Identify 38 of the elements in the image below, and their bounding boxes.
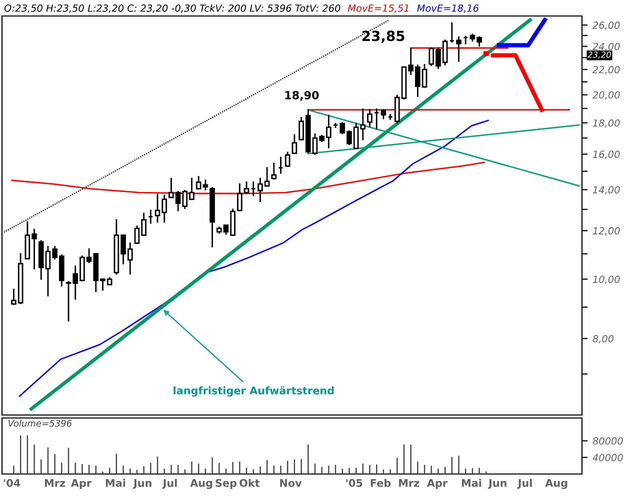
- text: MovE=15,51: [348, 4, 408, 13]
- x-tick-label: Mai: [106, 478, 126, 487]
- y-tick-label: 16,00: [592, 150, 620, 159]
- x-tick-label: Okt: [240, 478, 260, 487]
- chart-title: Volume=5396: [8, 420, 72, 427]
- y-tick-label: 8,00: [592, 334, 614, 344]
- y-tick-label: 40000: [592, 454, 623, 462]
- y-tick-label: 24,00: [592, 42, 620, 52]
- x-tick-label: Jul: [162, 478, 177, 489]
- y-tick-label: 18,00: [592, 119, 620, 128]
- chart-title: O:23,50 H:23,50 L:23,20 C: 23,20 -0,30 TckV: 200 LV: 5396 TotV: 260: [4, 4, 340, 13]
- x-tick-label: Jun: [132, 479, 152, 489]
- x-tick-label: Sep: [216, 479, 237, 489]
- y-tick-label: 80000: [592, 437, 623, 445]
- y-tick-label: 10,00: [592, 276, 620, 284]
- x-tick-label: Mrz: [399, 479, 420, 487]
- x-tick-label: Mrz: [44, 479, 66, 487]
- annotation: langfristiger Aufwärtstrend: [174, 386, 334, 397]
- y-tick-label: 20,00: [592, 91, 620, 100]
- x-tick-label: Feb: [370, 478, 391, 487]
- y-tick-label: 22,00: [592, 66, 620, 74]
- y-tick-label: 26,00: [592, 22, 620, 30]
- x-tick-label: '04: [4, 479, 20, 487]
- x-tick-label: Apr: [70, 479, 92, 489]
- y-tick-label: 14,00: [592, 186, 620, 194]
- x-tick-label: Aug: [545, 479, 568, 489]
- x-tick-label: Mai: [462, 478, 482, 487]
- y-tick-label: 12,00: [592, 227, 620, 236]
- text: 23,20: [588, 51, 611, 59]
- x-tick-label: Jun: [488, 479, 506, 489]
- annotation: 23,85: [362, 30, 404, 43]
- x-tick-label: Aug: [190, 479, 212, 489]
- x-tick-label: Apr: [426, 479, 448, 489]
- text: MovE=18,16: [417, 4, 479, 13]
- x-tick-label: Nov: [280, 479, 302, 487]
- x-tick-label: '05: [346, 479, 362, 487]
- x-tick-label: Jul: [517, 478, 532, 489]
- annotation: 18,90: [285, 90, 319, 101]
